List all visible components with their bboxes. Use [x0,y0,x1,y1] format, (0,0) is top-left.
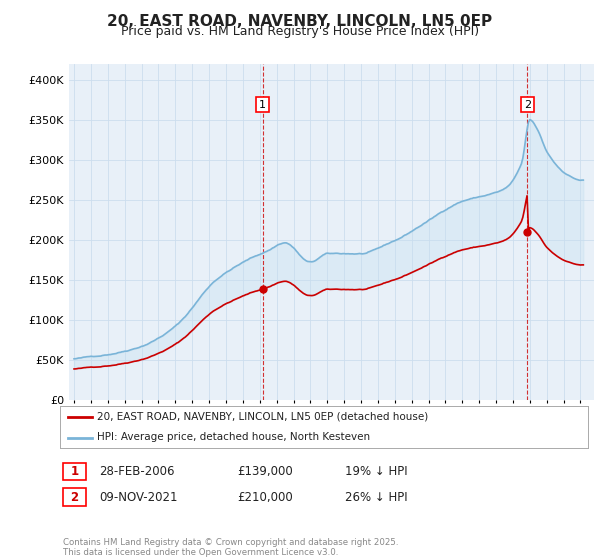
Text: 19% ↓ HPI: 19% ↓ HPI [345,465,407,478]
Text: 26% ↓ HPI: 26% ↓ HPI [345,491,407,504]
Text: 2: 2 [70,491,79,504]
Text: HPI: Average price, detached house, North Kesteven: HPI: Average price, detached house, Nort… [97,432,370,442]
Text: 09-NOV-2021: 09-NOV-2021 [99,491,178,504]
Text: Price paid vs. HM Land Registry's House Price Index (HPI): Price paid vs. HM Land Registry's House … [121,25,479,38]
Text: 20, EAST ROAD, NAVENBY, LINCOLN, LN5 0EP (detached house): 20, EAST ROAD, NAVENBY, LINCOLN, LN5 0EP… [97,412,428,422]
Text: 1: 1 [259,100,266,110]
Text: 2: 2 [524,100,531,110]
Text: £139,000: £139,000 [237,465,293,478]
Text: 20, EAST ROAD, NAVENBY, LINCOLN, LN5 0EP: 20, EAST ROAD, NAVENBY, LINCOLN, LN5 0EP [107,14,493,29]
Text: Contains HM Land Registry data © Crown copyright and database right 2025.
This d: Contains HM Land Registry data © Crown c… [63,538,398,557]
Text: 28-FEB-2006: 28-FEB-2006 [99,465,175,478]
Text: 1: 1 [70,465,79,478]
Text: £210,000: £210,000 [237,491,293,504]
